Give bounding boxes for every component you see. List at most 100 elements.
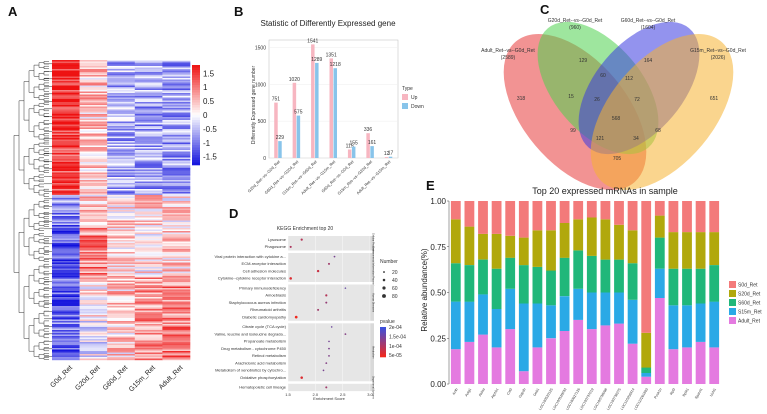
stacked-bar-segment [532, 201, 543, 231]
dendrogram-branch [28, 325, 34, 352]
heatmap-cell [79, 162, 108, 164]
heatmap-cell [162, 349, 191, 352]
heatmap-cell [162, 258, 191, 260]
heatmap-cell [134, 358, 163, 361]
kegg-term-label: Arachidonic acid metabolism [235, 360, 287, 365]
heatmap-cell [79, 144, 108, 146]
heatmap-cell [162, 207, 191, 209]
heatmap-cell [107, 223, 136, 226]
heatmap-cell [52, 315, 80, 317]
heatmap-cell [134, 193, 163, 196]
heatmap-cell [134, 151, 163, 154]
heatmap-cell [52, 304, 80, 307]
heatmap-cell [107, 117, 136, 119]
heatmap-cell [79, 106, 108, 109]
heatmap-cell [79, 306, 108, 308]
heatmap-cell [52, 340, 80, 343]
stacked-bar-segment [586, 201, 597, 218]
heatmap-cell [134, 336, 163, 338]
heatmap-cell [162, 271, 191, 274]
deg-bar-value-label: 229 [276, 135, 285, 141]
heatmap-cell [52, 201, 80, 203]
heatmap-cell [162, 265, 191, 268]
stacked-bar-segment [478, 233, 488, 260]
heatmap-cell [162, 135, 191, 137]
heatmap-cell [134, 181, 163, 184]
deg-bar-up [384, 157, 389, 158]
kegg-term-label: Metabolism of xenobiotics by cytochro... [215, 368, 286, 373]
kegg-term-dot [316, 269, 320, 273]
heatmap-cell [162, 274, 191, 277]
colorbar-segment [192, 87, 200, 91]
colorbar-segment [192, 105, 200, 108]
heatmap-cell [107, 138, 136, 140]
heatmap-cell [162, 178, 191, 181]
heatmap-cell [162, 97, 191, 100]
heatmap-cell [134, 213, 163, 215]
heatmap-cell [79, 238, 108, 241]
heatmap-cell [162, 78, 191, 80]
kegg-term-dot [327, 262, 331, 265]
heatmap-cell [52, 91, 80, 94]
dendrogram-branch [33, 144, 39, 153]
heatmap-cell [79, 354, 108, 356]
dendrogram-branch [43, 71, 49, 76]
heatmap-cell [162, 142, 191, 145]
heatmap-cell [52, 133, 80, 136]
heatmap-cell [52, 118, 80, 121]
heatmap-cell [79, 336, 108, 338]
heatmap-cell [134, 63, 163, 65]
heatmap-cell [162, 73, 191, 76]
heatmap-cell [134, 240, 163, 242]
heatmap-cell [52, 106, 80, 109]
deg-bar-value-label: 1218 [330, 62, 341, 68]
heatmap-cell [134, 178, 163, 181]
heatmap-cell [52, 135, 80, 137]
heatmap-cell [79, 195, 108, 197]
heatmap-cell [107, 181, 136, 184]
heatmap-cell [162, 165, 191, 167]
heatmap-column-label: G20d_Ret [74, 364, 102, 392]
heatmap-cell [107, 127, 136, 130]
heatmap-cell [79, 169, 108, 172]
heatmap-cell [107, 228, 136, 230]
heatmap-cell [107, 129, 136, 131]
heatmap-cell [107, 136, 136, 139]
heatmap-cell [79, 241, 108, 244]
heatmap-cell [107, 324, 136, 326]
heatmap-cell [134, 109, 163, 112]
dendrogram-branch [23, 156, 29, 185]
heatmap-cell [79, 252, 108, 254]
heatmap-cell [79, 174, 108, 176]
heatmap-cell [52, 277, 80, 280]
dendrogram-branch [33, 345, 39, 357]
stacked-bar-segment [586, 292, 597, 330]
heatmap-cell [79, 180, 108, 182]
stacked-bar-segment [682, 268, 692, 306]
heatmap-cell [52, 228, 80, 230]
heatmap-cell [107, 247, 136, 250]
heatmap-cell [107, 75, 136, 77]
heatmap-cell [162, 88, 191, 91]
heatmap-cell [134, 291, 163, 293]
stacked-bar-segment [614, 224, 624, 260]
heatmap-cell [162, 99, 191, 101]
heatmap-cell [162, 132, 191, 134]
heatmap-cell [107, 207, 136, 209]
kegg-term-label: Citrate cycle (TCA cycle) [242, 324, 286, 329]
heatmap-cell [134, 72, 163, 74]
heatmap-cell [162, 84, 191, 86]
kegg-facet-panel [288, 323, 370, 382]
heatmap-cell [52, 114, 80, 116]
heatmap-cell [79, 348, 108, 350]
deg-bar-up [329, 58, 333, 158]
kegg-term-label: Lysosome [268, 237, 287, 242]
kegg-color-legend-segment [380, 346, 386, 349]
kegg-term-label: Retinol metabolism [252, 353, 287, 358]
abundance-y-tick-label: 0.25 [430, 334, 446, 343]
heatmap-cell [134, 159, 163, 161]
heatmap-cell [162, 199, 191, 202]
heatmap-cell [134, 88, 163, 91]
dendrogram-branch [43, 159, 49, 163]
dendrogram-branch [43, 357, 49, 360]
